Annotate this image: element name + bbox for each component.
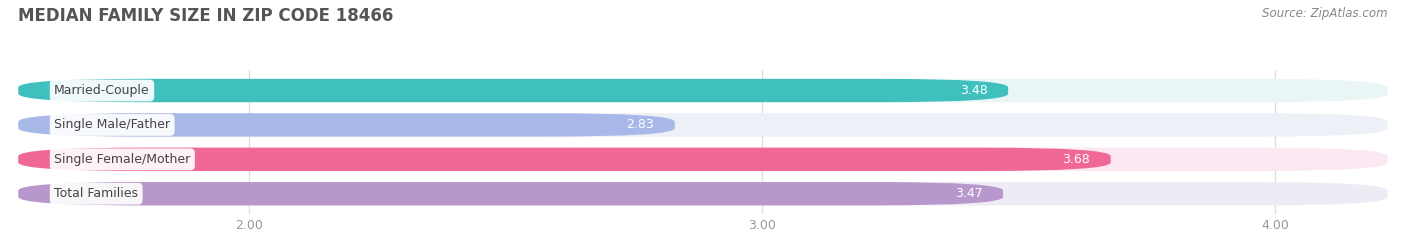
Text: 3.47: 3.47 [955,187,983,200]
Text: 3.68: 3.68 [1063,153,1090,166]
FancyBboxPatch shape [18,182,1388,206]
Text: Single Male/Father: Single Male/Father [55,118,170,131]
Text: Married-Couple: Married-Couple [55,84,150,97]
FancyBboxPatch shape [18,113,675,137]
FancyBboxPatch shape [18,182,1002,206]
FancyBboxPatch shape [18,148,1388,171]
Text: 2.83: 2.83 [627,118,654,131]
FancyBboxPatch shape [18,148,1111,171]
FancyBboxPatch shape [18,113,1388,137]
FancyBboxPatch shape [18,79,1388,102]
FancyBboxPatch shape [18,79,1008,102]
Text: Source: ZipAtlas.com: Source: ZipAtlas.com [1263,7,1388,20]
Text: Total Families: Total Families [55,187,138,200]
Text: MEDIAN FAMILY SIZE IN ZIP CODE 18466: MEDIAN FAMILY SIZE IN ZIP CODE 18466 [18,7,394,25]
Text: Single Female/Mother: Single Female/Mother [55,153,190,166]
Text: 3.48: 3.48 [960,84,987,97]
